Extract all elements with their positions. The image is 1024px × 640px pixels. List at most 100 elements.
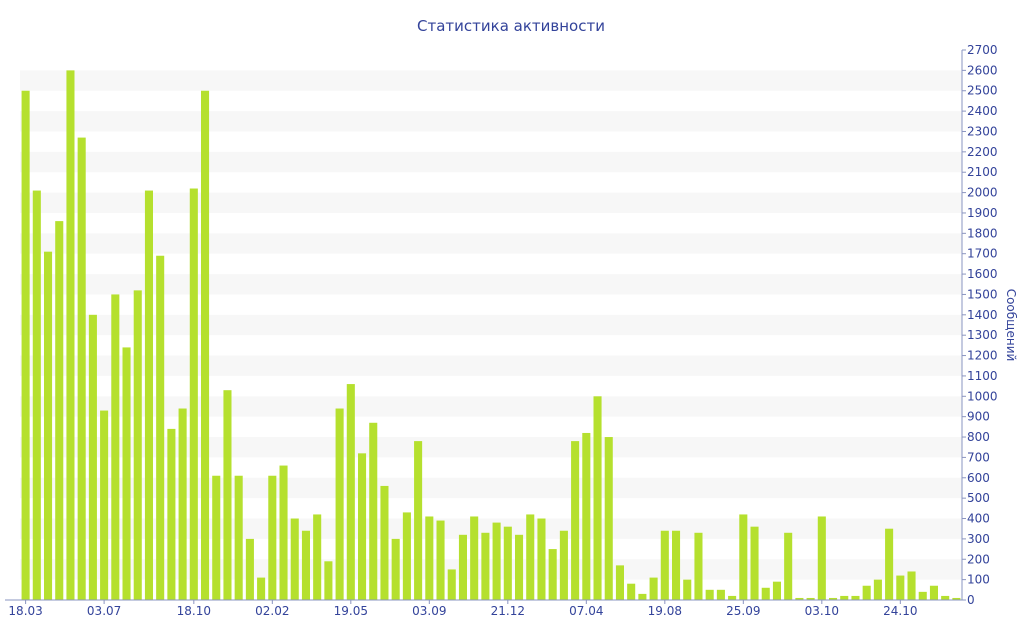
- grid-band: [20, 274, 962, 295]
- bar: [537, 518, 546, 600]
- bar: [817, 516, 826, 600]
- y-tick-label: 2000: [967, 186, 998, 200]
- y-tick-label: 600: [967, 471, 990, 485]
- x-tick-label: 03.10: [805, 604, 839, 618]
- bar: [178, 408, 187, 600]
- bar: [761, 587, 770, 600]
- bar: [470, 516, 479, 600]
- x-tick-label: 19.08: [648, 604, 682, 618]
- grid-band: [20, 437, 962, 458]
- bar: [672, 530, 681, 600]
- bar: [941, 595, 950, 600]
- bar: [526, 514, 535, 600]
- y-tick-label: 1200: [967, 349, 998, 363]
- y-tick-label: 300: [967, 532, 990, 546]
- bar: [346, 384, 355, 600]
- bar: [66, 70, 75, 601]
- y-tick-label: 700: [967, 450, 990, 464]
- grid-band: [20, 151, 962, 173]
- y-tick-label: 1000: [967, 389, 998, 403]
- bar: [694, 532, 703, 600]
- y-tick-label: 1400: [967, 308, 998, 322]
- bar: [604, 437, 613, 600]
- x-tick-label: 02.02: [255, 604, 289, 618]
- bar: [492, 522, 501, 600]
- bar: [739, 514, 748, 600]
- bar: [548, 549, 557, 600]
- bar: [380, 485, 389, 600]
- x-tick-label: 19.05: [334, 604, 368, 618]
- bar: [301, 530, 310, 600]
- grid-band: [20, 233, 962, 254]
- bar: [447, 569, 456, 600]
- y-tick-label: 500: [967, 491, 990, 505]
- bar: [638, 593, 647, 600]
- bar: [503, 526, 512, 600]
- bar: [391, 538, 400, 600]
- grid-band: [20, 70, 962, 91]
- bar: [593, 396, 602, 600]
- bar: [918, 591, 927, 600]
- grid-band: [20, 518, 962, 539]
- bar: [100, 410, 109, 600]
- bar: [929, 585, 938, 600]
- bar: [840, 595, 849, 600]
- y-tick-label: 2100: [967, 165, 998, 179]
- bar: [649, 577, 658, 600]
- bar: [907, 571, 916, 600]
- bar: [716, 589, 725, 600]
- grid-band: [20, 192, 962, 213]
- bar: [806, 597, 815, 600]
- bar: [402, 512, 411, 600]
- bar: [313, 514, 322, 600]
- bar: [234, 475, 243, 600]
- x-tick-label: 03.07: [87, 604, 121, 618]
- bar: [245, 538, 254, 600]
- bar: [425, 516, 434, 600]
- bar: [873, 579, 882, 600]
- bar: [156, 255, 165, 601]
- x-axis: 18.03 03.07 18.10 02.02 19.05 03.09 21.12 07.04…: [5, 599, 962, 618]
- x-tick-label: 18.03: [8, 604, 42, 618]
- x-tick-label: 21.12: [491, 604, 525, 618]
- y-tick-label: 1700: [967, 247, 998, 261]
- y-tick-label: 2600: [967, 63, 998, 77]
- y-tick-label: 2300: [967, 124, 998, 138]
- y-axis: 0 100 200 300 400 500 600 700 800 900 1000 1100 1200…: [961, 43, 998, 607]
- bar: [862, 585, 871, 600]
- y-tick-label: 2200: [967, 145, 998, 159]
- y-tick-label: 2700: [967, 43, 998, 57]
- bars-group: [21, 70, 961, 601]
- bar: [212, 475, 221, 600]
- bar: [582, 432, 591, 600]
- x-tick-label: 07.04: [569, 604, 603, 618]
- y-tick-label: 1900: [967, 206, 998, 220]
- bar: [122, 347, 131, 600]
- y-tick-label: 2400: [967, 104, 998, 118]
- y-tick-label: 1300: [967, 328, 998, 342]
- grid-band: [20, 559, 962, 580]
- bar: [414, 441, 423, 600]
- y-tick-label: 2500: [967, 84, 998, 98]
- bar: [290, 518, 299, 600]
- bar: [795, 597, 804, 600]
- y-tick-label: 400: [967, 512, 990, 526]
- bar: [257, 577, 266, 600]
- bar: [683, 579, 692, 600]
- y-tick-label: 0: [967, 593, 975, 607]
- bar: [369, 422, 378, 600]
- bar: [268, 475, 277, 600]
- x-tick-label: 18.10: [177, 604, 211, 618]
- bar: [88, 314, 97, 600]
- bar: [481, 532, 490, 600]
- y-tick-label: 800: [967, 430, 990, 444]
- bar: [189, 188, 198, 600]
- bar: [111, 294, 120, 600]
- bar: [515, 534, 524, 600]
- bar: [44, 251, 53, 601]
- bar: [559, 530, 568, 600]
- grid-band: [20, 396, 962, 417]
- bar: [750, 526, 759, 600]
- grid-band: [20, 111, 962, 132]
